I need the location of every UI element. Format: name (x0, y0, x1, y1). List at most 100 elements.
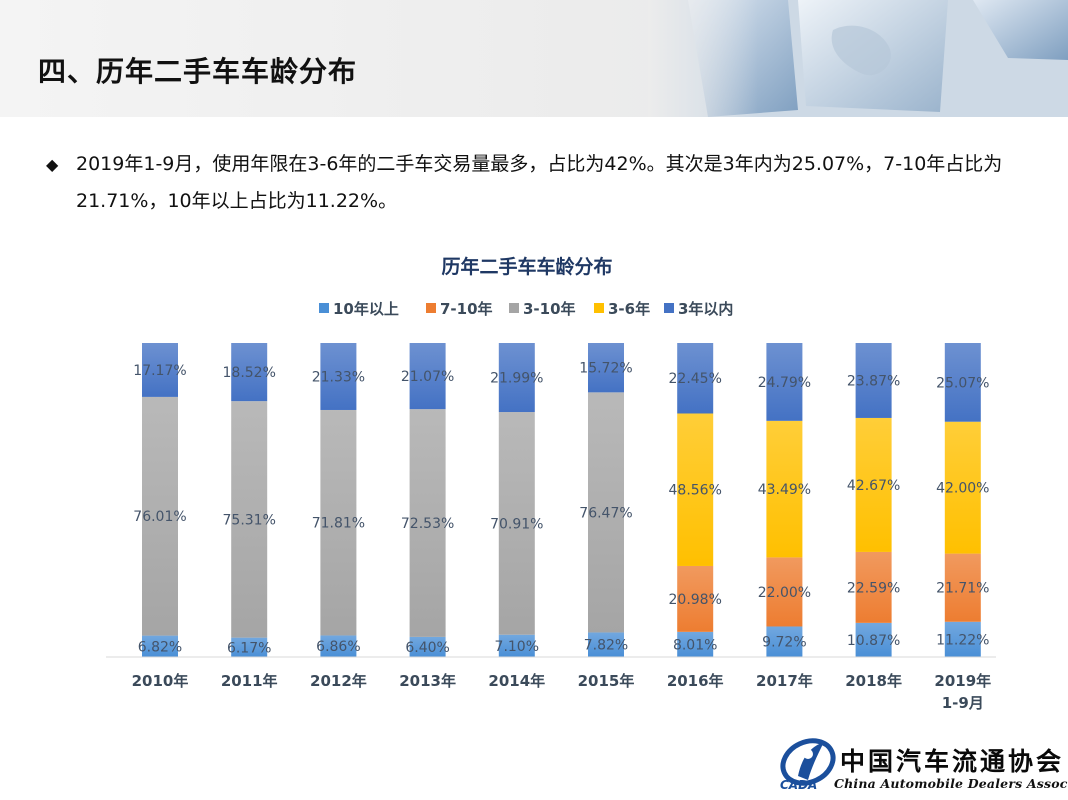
bar-2015年-3年以内 (588, 343, 624, 393)
x-tick-label-2019年-1-9月-0: 2019年 (934, 672, 991, 690)
x-tick-label-2013年-0: 2013年 (399, 672, 456, 690)
data-label-2013年-3年以内: 21.07% (401, 369, 454, 385)
data-label-2015年-3年以内: 15.72% (579, 361, 632, 377)
x-tick-label-2011年-0: 2011年 (221, 672, 278, 690)
diamond-bullet-icon: ◆ (46, 155, 59, 174)
data-label-2017年-3-6年: 43.49% (758, 482, 811, 498)
bar-2018年-3年以内 (855, 343, 892, 418)
x-tick-label-2017年-0: 2017年 (756, 672, 813, 690)
bar-2013年-10年以上 (409, 636, 446, 657)
data-label-2016年-3年以内: 22.45% (669, 371, 722, 387)
bar-2011年-10年以上 (231, 637, 268, 657)
bar-2019年-1-9月-10年以上 (944, 621, 981, 657)
data-label-2011年-3-10年: 75.31% (223, 512, 276, 528)
data-label-2018年-3年以内: 23.87% (847, 373, 900, 389)
summary-paragraph: ◆ 2019年1-9月，使用年限在3-6年的二手车交易量最多，占比为42%。其次… (46, 146, 1016, 220)
chart-title: 历年二手车车龄分布 (441, 255, 612, 278)
bar-2013年-3年以内 (409, 343, 446, 410)
data-label-2016年-7-10年: 20.98% (669, 592, 722, 608)
bar-2017年-10年以上 (766, 626, 803, 657)
bar-2014年-3-10年 (498, 412, 535, 635)
bar-2019年-1-9月-3-6年 (944, 421, 981, 554)
data-label-2018年-3-6年: 42.67% (847, 478, 900, 494)
bar-2016年-3-6年 (677, 413, 714, 566)
data-label-2017年-3年以内: 24.79% (758, 375, 811, 391)
data-label-2017年-10年以上: 9.72% (762, 635, 806, 651)
data-label-2018年-10年以上: 10.87% (847, 633, 900, 649)
legend-label-7-10年: 7-10年 (440, 300, 493, 318)
data-label-2019年-1-9月-3-6年: 42.00% (936, 481, 989, 497)
legend-swatch-7-10年 (426, 303, 436, 313)
x-tick-label-2019年-1-9月-1: 1-9月 (942, 694, 984, 712)
bar-2014年-3年以内 (498, 343, 535, 413)
header-decoration (648, 0, 1068, 117)
data-label-2010年-3年以内: 17.17% (133, 363, 186, 379)
data-label-2016年-10年以上: 8.01% (673, 637, 717, 653)
logo-name-cn: 中国汽车流通协会 (840, 747, 1065, 776)
bar-2011年-3年以内 (231, 343, 268, 402)
legend-label-10年以上: 10年以上 (333, 300, 399, 318)
data-label-2014年-3-10年: 70.91% (490, 516, 543, 532)
bar-2018年-3-6年 (855, 417, 892, 552)
slide-title: 四、历年二手车车龄分布 (38, 55, 358, 88)
x-tick-label-2016年-0: 2016年 (667, 672, 724, 690)
data-label-2013年-3-10年: 72.53% (401, 516, 454, 532)
cada-mark-icon (780, 738, 836, 786)
bar-2010年-3-10年 (142, 396, 178, 636)
bar-2019年-1-9月-7-10年 (944, 553, 981, 622)
legend-swatch-3-6年 (594, 303, 604, 313)
bar-2017年-3年以内 (766, 343, 803, 421)
data-label-2014年-10年以上: 7.10% (495, 639, 539, 655)
bar-2012年-10年以上 (320, 635, 357, 657)
bar-2010年-10年以上 (142, 635, 178, 657)
x-tick-label-2012年-0: 2012年 (310, 672, 367, 690)
data-label-2019年-1-9月-3年以内: 25.07% (936, 375, 989, 391)
bar-2015年-3-10年 (588, 392, 624, 633)
data-label-2012年-10年以上: 6.86% (316, 639, 360, 655)
data-label-2017年-7-10年: 22.00% (758, 585, 811, 601)
logo-mark-text: CADA (780, 778, 818, 792)
x-tick-label-2018年-0: 2018年 (845, 672, 902, 690)
summary-text: 2019年1-9月，使用年限在3-6年的二手车交易量最多，占比为42%。其次是3… (76, 153, 1003, 212)
x-tick-label-2014年-0: 2014年 (488, 672, 545, 690)
legend-label-3-6年: 3-6年 (608, 300, 650, 318)
bar-2010年-3年以内 (142, 343, 178, 397)
bar-2017年-3-6年 (766, 420, 803, 558)
data-label-2013年-10年以上: 6.40% (405, 640, 449, 656)
data-label-2011年-3年以内: 18.52% (223, 365, 276, 381)
legend-swatch-3-10年 (509, 303, 519, 313)
data-label-2010年-3-10年: 76.01% (133, 509, 186, 525)
bar-2018年-7-10年 (855, 551, 892, 623)
data-label-2015年-3-10年: 76.47% (579, 505, 632, 521)
bar-2014年-10年以上 (498, 634, 535, 657)
bar-2011年-3-10年 (231, 401, 268, 638)
bar-2016年-3年以内 (677, 343, 714, 414)
data-label-2019年-1-9月-7-10年: 21.71% (936, 581, 989, 597)
data-label-2016年-3-6年: 48.56% (669, 483, 722, 499)
data-label-2010年-10年以上: 6.82% (138, 639, 182, 655)
chart-legend: 10年以上 7-10年 3-10年 3-6年 3年以内 (319, 300, 733, 318)
bar-2012年-3-10年 (320, 409, 357, 636)
legend-swatch-3年以内 (664, 303, 674, 313)
x-tick-label-2010年-0: 2010年 (132, 672, 189, 690)
data-label-2015年-10年以上: 7.82% (584, 638, 628, 654)
bar-2016年-7-10年 (677, 565, 714, 632)
data-label-2018年-7-10年: 22.59% (847, 580, 900, 596)
data-label-2014年-3年以内: 21.99% (490, 371, 543, 387)
legend-label-3-10年: 3-10年 (523, 300, 576, 318)
bar-2012年-3年以内 (320, 343, 357, 410)
bar-2013年-3-10年 (409, 409, 446, 637)
cada-logo: CADA 中国汽车流通协会 China Automobile Dealers A… (778, 728, 1068, 800)
logo-name-en: China Automobile Dealers Association (834, 776, 1068, 791)
data-label-2019年-1-9月-10年以上: 11.22% (936, 632, 989, 648)
legend-label-3年以内: 3年以内 (678, 300, 733, 318)
header-band: 四、历年二手车车龄分布 (0, 0, 1068, 117)
data-label-2012年-3年以内: 21.33% (312, 369, 365, 385)
data-label-2012年-3-10年: 71.81% (312, 516, 365, 532)
bar-2016年-10年以上 (677, 631, 714, 657)
chart-bars: 6.82% 76.01% 17.17% 6.17% 75.31% 18.52% 6.86% 7… (133, 343, 989, 657)
bar-2018年-10年以上 (855, 622, 892, 657)
legend-swatch-10年以上 (319, 303, 329, 313)
bar-2015年-10年以上 (588, 632, 624, 657)
